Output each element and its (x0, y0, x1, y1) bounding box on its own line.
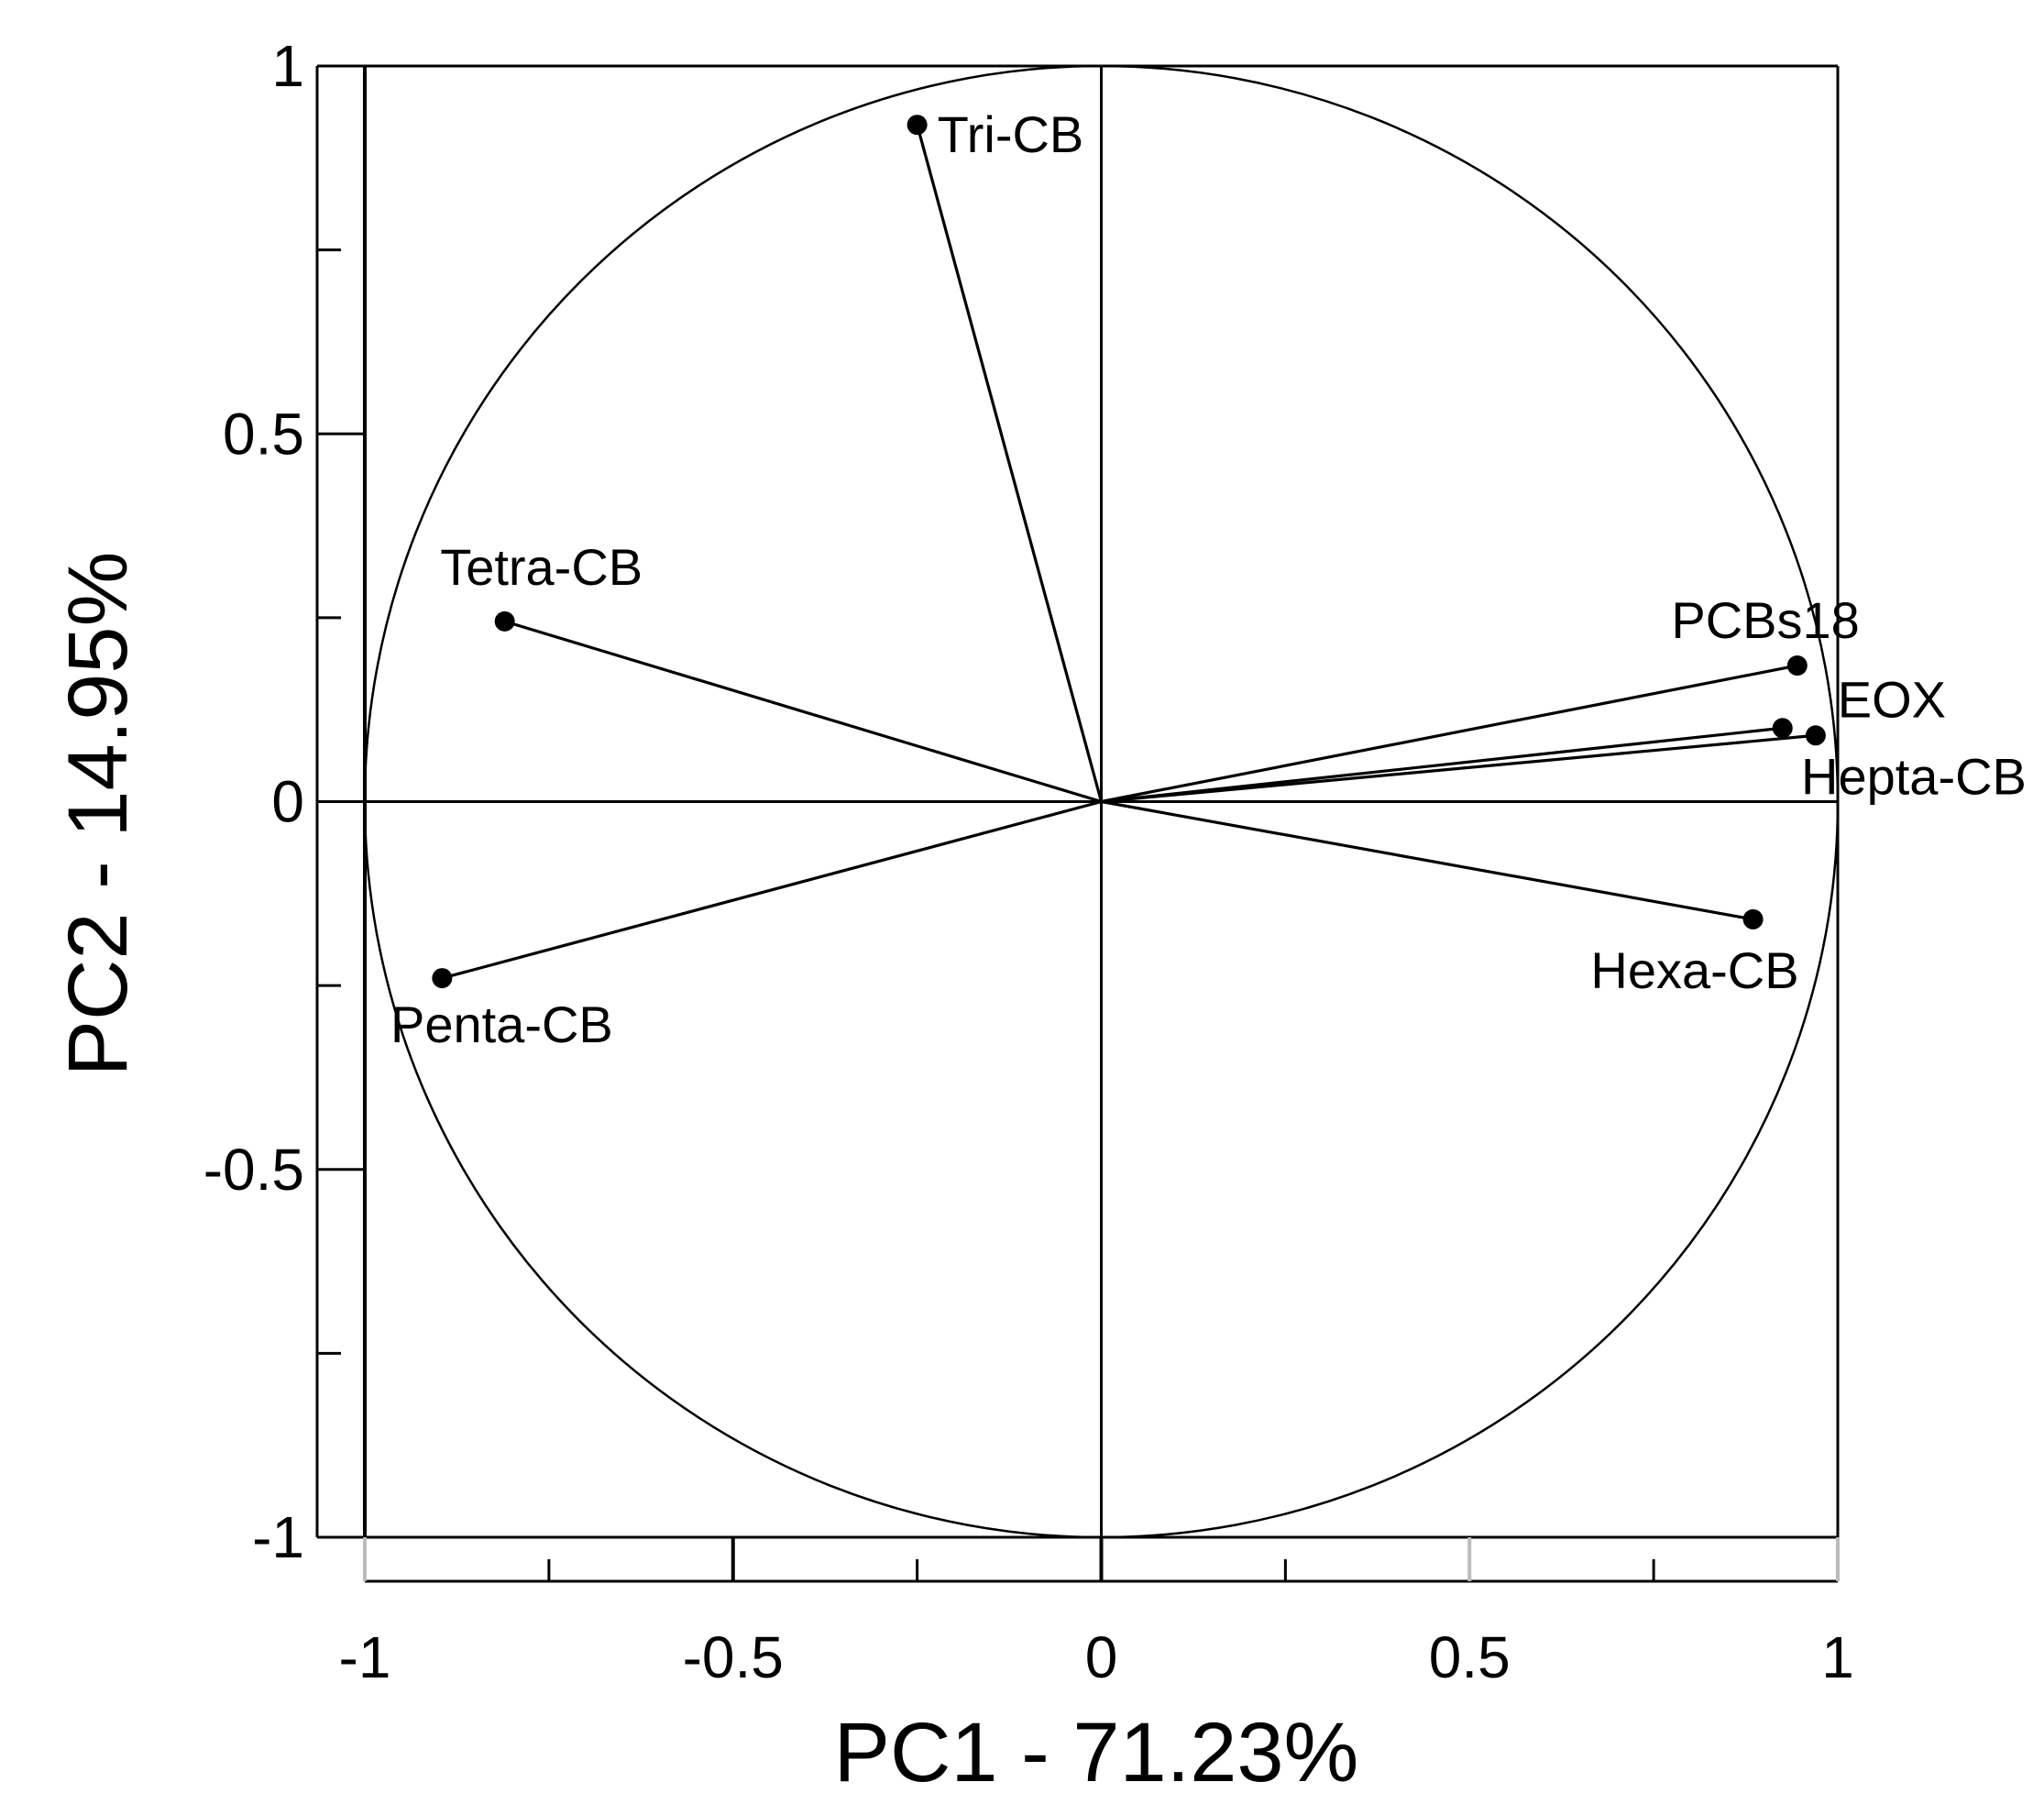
vector-label: PCBs18 (1671, 591, 1859, 649)
loading-vector-line (504, 620, 1102, 804)
vector-labels: Tri-CB Tetra-CB Penta-CB PCBs18 EOX Hepta-CB H… (390, 105, 2027, 1053)
loading-vector-line (441, 799, 1102, 980)
loading-vector-point (1786, 655, 1808, 676)
loading-vector-line (1101, 664, 1798, 804)
vector-label: Penta-CB (390, 996, 613, 1053)
plot-frame (315, 64, 1840, 1583)
loading-vectors (432, 115, 1826, 989)
y-tick-label: 1 (271, 33, 304, 99)
vector-label: EOX (1838, 670, 1946, 728)
x-tick-label: 0 (1085, 1624, 1118, 1690)
x-tick-label: -1 (339, 1624, 391, 1690)
x-tick-label: 1 (1821, 1624, 1854, 1690)
x-tick-label: -0.5 (683, 1624, 784, 1690)
loading-vector-point (1805, 725, 1826, 746)
loading-vector-point (494, 610, 515, 632)
loading-vector-point (1772, 718, 1793, 739)
correlation-circle (363, 64, 1840, 1539)
y-axis-title: PC2 - 14.95% (51, 552, 145, 1077)
vector-label: Hepta-CB (1801, 747, 2027, 805)
y-tick-label: -0.5 (203, 1137, 304, 1203)
loading-vector-line (1101, 733, 1817, 804)
x-axis-title: PC1 - 71.23% (834, 1706, 1359, 1799)
loading-vector-point (907, 115, 928, 136)
loading-vector-line (916, 124, 1104, 802)
loading-vector-point (1742, 908, 1764, 930)
axis-ticks: 1 0.5 0 -0.5 -1 -1 -0.5 0 0.5 1 (203, 33, 1854, 1690)
loading-vector-point (432, 968, 453, 989)
y-tick-label: 0 (271, 769, 304, 835)
vector-label: Tetra-CB (440, 538, 643, 596)
vector-label: Tri-CB (938, 105, 1084, 163)
vector-label: Hexa-CB (1590, 941, 1798, 999)
loading-vector-line (1101, 799, 1753, 921)
x-tick-label: 0.5 (1429, 1624, 1511, 1690)
loading-vector-line (1101, 726, 1783, 804)
y-tick-label: -1 (252, 1504, 304, 1570)
y-tick-label: 0.5 (223, 401, 304, 467)
